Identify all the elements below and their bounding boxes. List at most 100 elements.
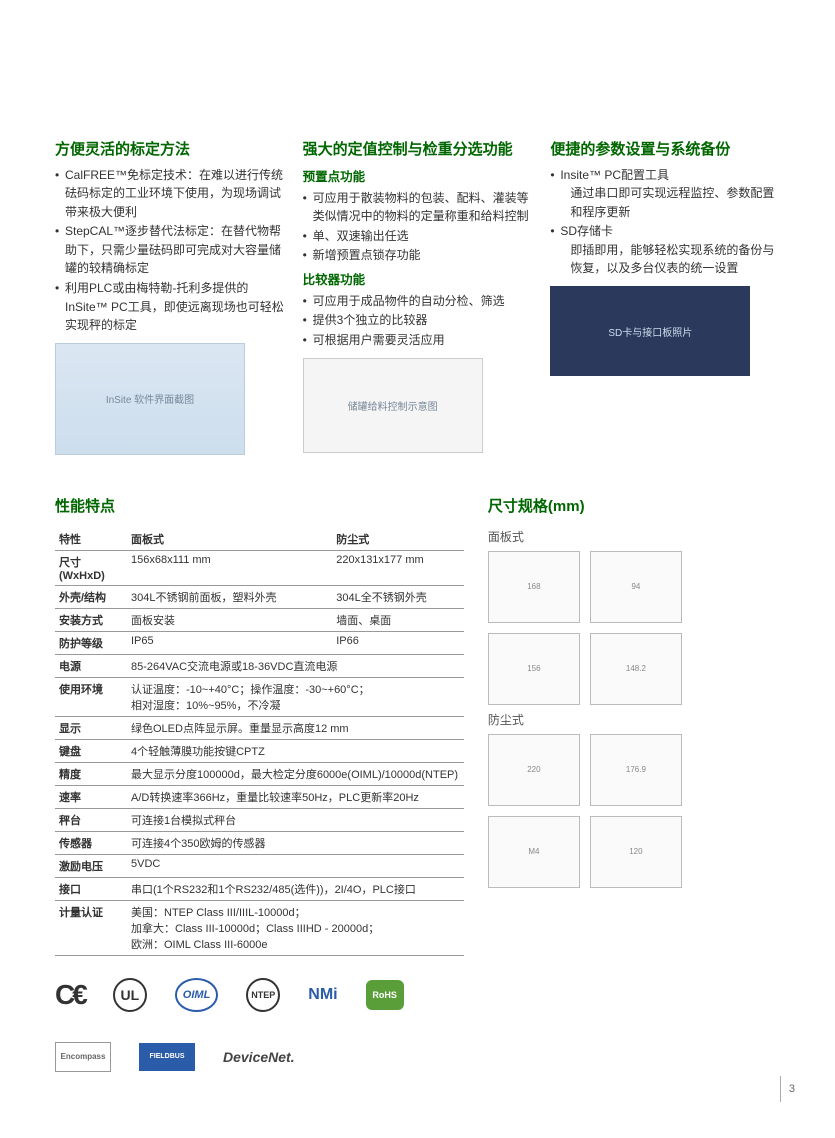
lower-section: 性能特点 特性 面板式 防尘式 尺寸(WxHxD)156x68x111 mm22… <box>55 495 780 1074</box>
row-label: 计量认证 <box>55 900 127 955</box>
row-value: 304L全不锈钢外壳 <box>332 585 464 608</box>
dim-drawing: M4 <box>488 816 580 888</box>
row-value: 墙面、桌面 <box>332 608 464 631</box>
col3-bullets: Insite™ PC配置工具 通过串口即可实现远程监控、参数配置和程序更新 SD… <box>550 166 780 279</box>
panel-label: 面板式 <box>488 528 780 545</box>
bullet: 可根据用户需要灵活应用 <box>303 331 533 350</box>
th: 面板式 <box>127 528 332 551</box>
row-value: 串口(1个RS232和1个RS232/485(选件))，2I/4O，PLC接口 <box>127 877 464 900</box>
row-label: 接口 <box>55 877 127 900</box>
table-row: 接口串口(1个RS232和1个RS232/485(选件))，2I/4O，PLC接… <box>55 877 464 900</box>
ntep-logo: NTEP <box>246 978 280 1012</box>
row-label: 使用环境 <box>55 677 127 716</box>
bullet-head: Insite™ PC配置工具 <box>560 168 669 182</box>
dim-drawing: 156 <box>488 633 580 705</box>
column-setpoint: 强大的定值控制与检重分选功能 预置点功能 可应用于散装物料的包装、配料、灌装等类… <box>303 140 533 455</box>
certification-logos: C€ UL OIML NTEP NMi RoHS Encompass FIELD… <box>55 978 464 1074</box>
bullet: 新增预置点锁存功能 <box>303 246 533 265</box>
row-label: 防护等级 <box>55 631 127 654</box>
row-label: 精度 <box>55 762 127 785</box>
table-row: 尺寸(WxHxD)156x68x111 mm220x131x177 mm <box>55 550 464 585</box>
th: 特性 <box>55 528 127 551</box>
oiml-logo: OIML <box>175 978 219 1012</box>
dim-drawing: 120 <box>590 816 682 888</box>
row-value: 美国：NTEP Class III/IIIL-10000d； 加拿大：Class… <box>127 900 464 955</box>
rohs-logo: RoHS <box>366 980 404 1010</box>
row-label: 电源 <box>55 654 127 677</box>
dust-drawings: 220 176.9 M4 120 <box>488 734 780 888</box>
col2-sub2: 比较器功能 <box>303 269 533 288</box>
specs-title: 性能特点 <box>55 495 464 516</box>
bullet: 利用PLC或由梅特勒-托利多提供的InSite™ PC工具，即使远离现场也可轻松… <box>55 279 285 335</box>
row-label: 速率 <box>55 785 127 808</box>
bullet: 可应用于成品物件的自动分检、筛选 <box>303 292 533 311</box>
insite-screenshot: InSite 软件界面截图 <box>55 343 245 455</box>
row-value: 4个轻触薄膜功能按键CPTZ <box>127 739 464 762</box>
row-value: 156x68x111 mm <box>127 550 332 585</box>
sd-card-photo: SD卡与接口板照片 <box>550 286 750 376</box>
bullet-sub: 通过串口即可实现远程监控、参数配置和程序更新 <box>560 184 780 221</box>
th: 防尘式 <box>332 528 464 551</box>
bullet-group: SD存储卡 即插即用，能够轻松实现系统的备份与恢复，以及多台仪表的统一设置 <box>550 222 780 278</box>
row-label: 传感器 <box>55 831 127 854</box>
dim-drawing: 220 <box>488 734 580 806</box>
table-row: 键盘4个轻触薄膜功能按键CPTZ <box>55 739 464 762</box>
table-row: 秤台可连接1台模拟式秤台 <box>55 808 464 831</box>
encompass-logo: Encompass <box>55 1042 111 1072</box>
row-label: 显示 <box>55 716 127 739</box>
table-row: 速率A/D转换速率366Hz，重量比较速率50Hz，PLC更新率20Hz <box>55 785 464 808</box>
nmi-logo: NMi <box>308 978 337 1012</box>
row-label: 尺寸(WxHxD) <box>55 550 127 585</box>
column-backup: 便捷的参数设置与系统备份 Insite™ PC配置工具 通过串口即可实现远程监控… <box>550 140 780 455</box>
row-label: 激励电压 <box>55 854 127 877</box>
row-value: 认证温度：-10~+40°C；操作温度：-30~+60°C； 相对湿度：10%~… <box>127 677 464 716</box>
table-row: 激励电压5VDC <box>55 854 464 877</box>
fieldbus-logo: FIELDBUS <box>139 1043 195 1071</box>
feature-columns: 方便灵活的标定方法 CalFREE™免标定技术：在难以进行传统砝码标定的工业环境… <box>55 140 780 455</box>
panel-drawings: 168 94 156 148.2 <box>488 551 780 705</box>
dust-label: 防尘式 <box>488 711 780 728</box>
row-value: 可连接1台模拟式秤台 <box>127 808 464 831</box>
dim-drawing: 176.9 <box>590 734 682 806</box>
row-value: 220x131x177 mm <box>332 550 464 585</box>
col2-title: 强大的定值控制与检重分选功能 <box>303 140 533 160</box>
tank-diagram: 储罐给料控制示意图 <box>303 358 483 453</box>
dim-drawing: 168 <box>488 551 580 623</box>
devicenet-logo: DeviceNet. <box>223 1040 295 1074</box>
row-label: 键盘 <box>55 739 127 762</box>
bullet: StepCAL™逐步替代法标定：在替代物帮助下，只需少量砝码即可完成对大容量储罐… <box>55 222 285 278</box>
ce-logo: C€ <box>55 978 85 1012</box>
dims-title: 尺寸规格(mm) <box>488 495 780 516</box>
table-header-row: 特性 面板式 防尘式 <box>55 528 464 551</box>
column-calibration: 方便灵活的标定方法 CalFREE™免标定技术：在难以进行传统砝码标定的工业环境… <box>55 140 285 455</box>
bullet-group: Insite™ PC配置工具 通过串口即可实现远程监控、参数配置和程序更新 <box>550 166 780 222</box>
row-value: IP66 <box>332 631 464 654</box>
row-label: 秤台 <box>55 808 127 831</box>
row-label: 安装方式 <box>55 608 127 631</box>
row-value: 最大显示分度100000d，最大检定分度6000e(OIML)/10000d(N… <box>127 762 464 785</box>
ul-logo: UL <box>113 978 147 1012</box>
row-value: 面板安装 <box>127 608 332 631</box>
row-value: 可连接4个350欧姆的传感器 <box>127 831 464 854</box>
col2-sub2-bullets: 可应用于成品物件的自动分检、筛选 提供3个独立的比较器 可根据用户需要灵活应用 <box>303 292 533 350</box>
bullet-sub: 即插即用，能够轻松实现系统的备份与恢复，以及多台仪表的统一设置 <box>560 241 780 278</box>
bullet-head: SD存储卡 <box>560 224 613 238</box>
table-row: 传感器可连接4个350欧姆的传感器 <box>55 831 464 854</box>
table-row: 使用环境认证温度：-10~+40°C；操作温度：-30~+60°C； 相对湿度：… <box>55 677 464 716</box>
table-row: 精度最大显示分度100000d，最大检定分度6000e(OIML)/10000d… <box>55 762 464 785</box>
specs-block: 性能特点 特性 面板式 防尘式 尺寸(WxHxD)156x68x111 mm22… <box>55 495 464 1074</box>
table-row: 防护等级IP65IP66 <box>55 631 464 654</box>
table-row: 外壳/结构304L不锈钢前面板，塑料外壳304L全不锈钢外壳 <box>55 585 464 608</box>
col1-bullets: CalFREE™免标定技术：在难以进行传统砝码标定的工业环境下使用，为现场调试带… <box>55 166 285 335</box>
specs-table: 特性 面板式 防尘式 尺寸(WxHxD)156x68x111 mm220x131… <box>55 528 464 956</box>
page-number: 3 <box>780 1076 795 1102</box>
col1-title: 方便灵活的标定方法 <box>55 140 285 160</box>
bullet: 单、双速输出任选 <box>303 227 533 246</box>
table-row: 计量认证美国：NTEP Class III/IIIL-10000d； 加拿大：C… <box>55 900 464 955</box>
dimensions-block: 尺寸规格(mm) 面板式 168 94 156 148.2 防尘式 220 17… <box>488 495 780 1074</box>
dim-drawing: 94 <box>590 551 682 623</box>
row-value: IP65 <box>127 631 332 654</box>
table-row: 安装方式面板安装墙面、桌面 <box>55 608 464 631</box>
table-row: 显示绿色OLED点阵显示屏。重量显示高度12 mm <box>55 716 464 739</box>
row-value: 绿色OLED点阵显示屏。重量显示高度12 mm <box>127 716 464 739</box>
